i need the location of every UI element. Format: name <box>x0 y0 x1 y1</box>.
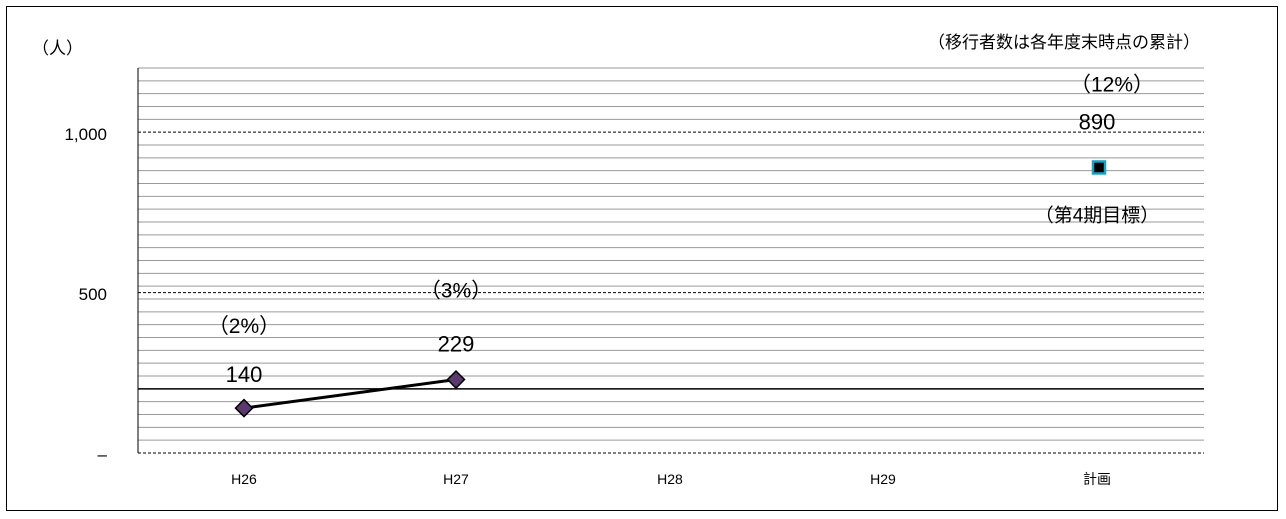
chart-note: （移行者数は各年度末時点の累計） <box>928 33 1200 52</box>
data-point-h26 <box>234 398 254 418</box>
pct-label-target: （12%） <box>1070 73 1154 96</box>
x-tick-label-plan: 計画 <box>1083 471 1111 487</box>
data-label-h26: 140 <box>226 362 263 387</box>
series-line <box>243 378 457 410</box>
data-label-h27: 229 <box>438 332 475 357</box>
x-tick-label-h26: H26 <box>231 471 257 487</box>
data-label-target: 890 <box>1079 109 1116 134</box>
pct-label-h27: （3%） <box>420 280 492 303</box>
target-point <box>1091 160 1107 175</box>
data-point-h27 <box>446 369 466 390</box>
x-tick-label-h27: H27 <box>443 471 469 487</box>
target-caption: （第4期目標） <box>1035 204 1160 226</box>
x-tick-label-h28: H28 <box>657 471 683 487</box>
y-tick-label-1000: 1,000 <box>64 125 107 144</box>
x-tick-label-h29: H29 <box>870 471 896 487</box>
y-tick-label-500: 500 <box>79 285 107 304</box>
y-unit-label: （人） <box>32 39 83 58</box>
pct-label-h26: （2%） <box>208 315 280 338</box>
y-tick-label-0: – <box>98 445 108 464</box>
